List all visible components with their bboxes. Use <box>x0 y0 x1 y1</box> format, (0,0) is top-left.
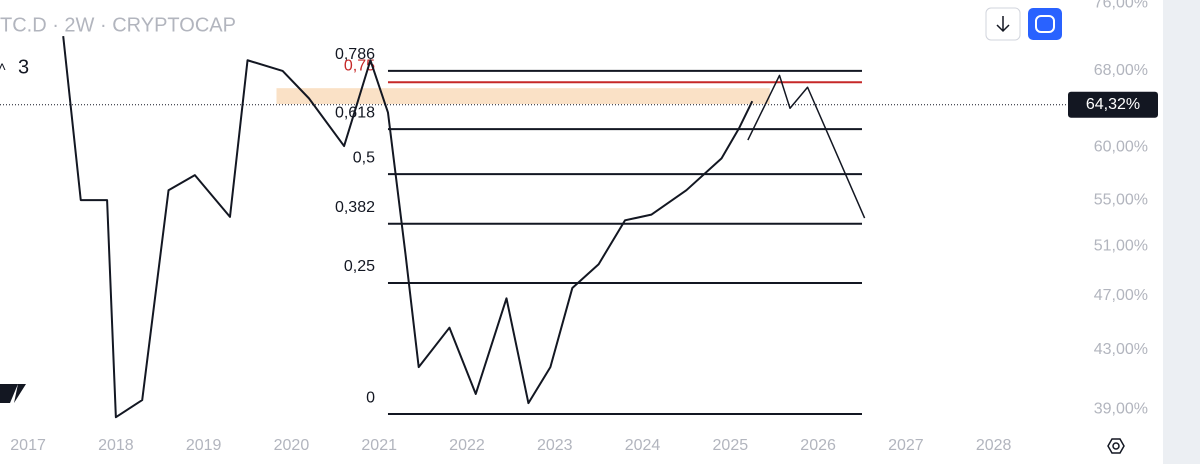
current-price-box <box>1068 91 1158 118</box>
y-tick-label: 39,00% <box>1094 401 1148 418</box>
fib-label: 0,786 <box>335 46 375 63</box>
x-tick-label: 2027 <box>888 437 924 454</box>
x-tick-label: 2021 <box>361 437 397 454</box>
y-tick-label: 43,00% <box>1094 341 1148 358</box>
fib-label: 0 <box>366 389 375 406</box>
x-tick-label: 2017 <box>10 437 46 454</box>
download-button[interactable] <box>985 7 1021 41</box>
x-tick-label: 2020 <box>274 437 310 454</box>
x-tick-label: 2026 <box>800 437 836 454</box>
indicator-count: 3 <box>18 56 29 78</box>
logo <box>0 384 26 403</box>
fib-label: 0,25 <box>344 258 375 275</box>
x-tick-label: 2023 <box>537 437 573 454</box>
fib-label: 0,382 <box>335 199 375 216</box>
sync-button[interactable] <box>1028 8 1062 40</box>
symbol-title: TC.D · 2W · CRYPTOCAP <box>0 14 236 36</box>
resistance-zone <box>276 88 770 105</box>
y-tick-label: 51,00% <box>1094 237 1148 254</box>
price-line <box>62 36 754 419</box>
y-tick-label: 68,00% <box>1094 62 1148 79</box>
settings-button[interactable] <box>1107 438 1125 454</box>
x-tick-label: 2019 <box>186 437 222 454</box>
x-tick-label: 2024 <box>625 437 661 454</box>
x-tick-label: 2025 <box>713 437 749 454</box>
y-tick-label: 60,00% <box>1094 138 1148 155</box>
fib-label: 0,5 <box>353 149 375 166</box>
projection-line <box>747 74 866 219</box>
y-tick-label: 55,00% <box>1094 191 1148 208</box>
x-tick-label: 2022 <box>449 437 485 454</box>
y-tick-label: 47,00% <box>1094 287 1148 304</box>
y-tick-label: 76,00% <box>1094 0 1148 11</box>
x-tick-label: 2018 <box>98 437 134 454</box>
x-tick-label: 2028 <box>976 437 1012 454</box>
current-price-label: 64,32% <box>1086 96 1140 113</box>
side-strip <box>1163 0 1200 464</box>
chevron: ˄ <box>0 59 6 75</box>
